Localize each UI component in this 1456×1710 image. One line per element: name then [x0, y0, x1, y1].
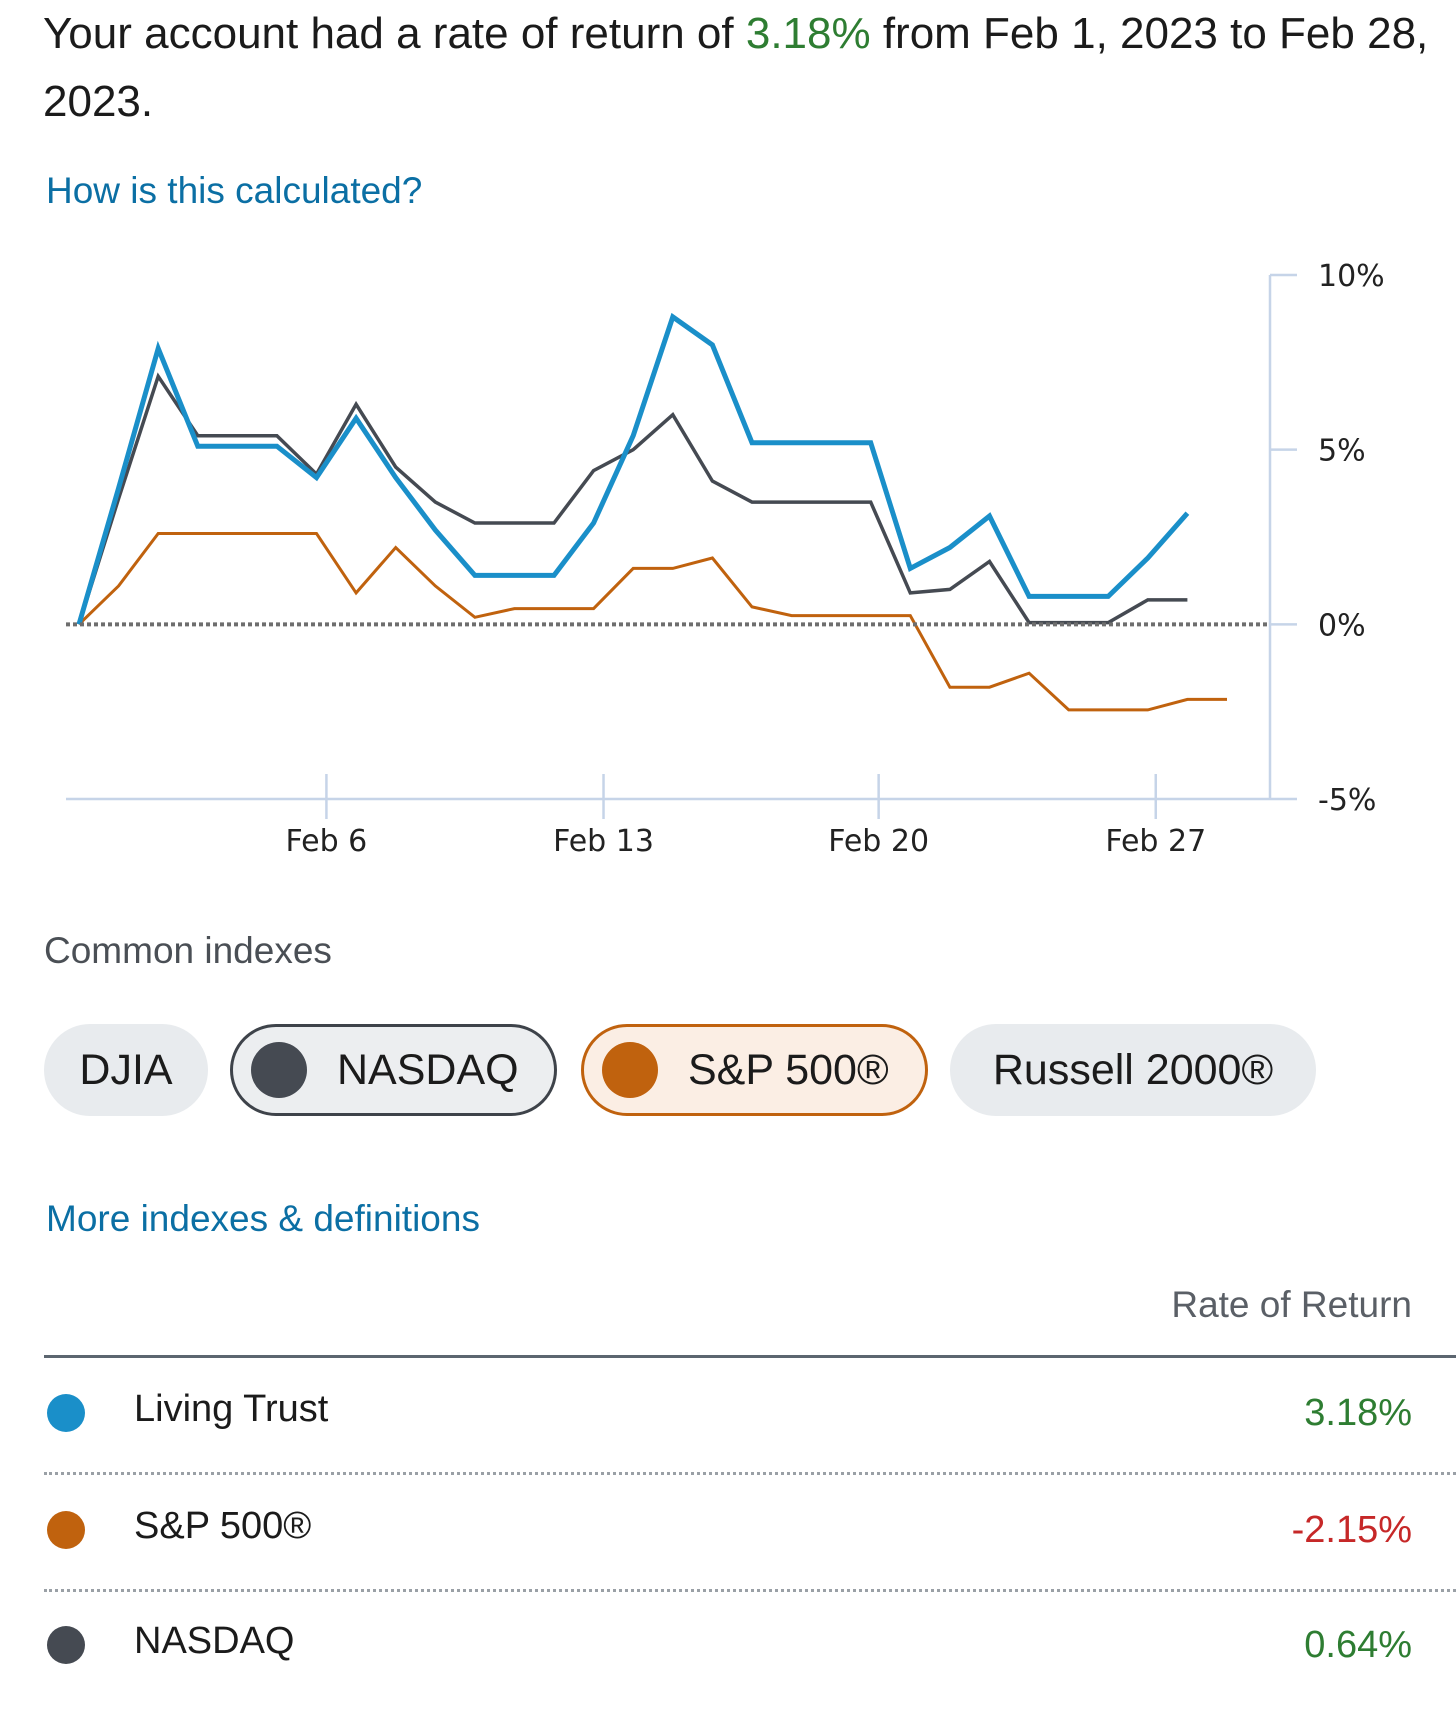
row-value: 0.64% — [1304, 1624, 1412, 1666]
summary-rate: 3.18% — [745, 9, 871, 58]
russell-2000-toggle[interactable]: Russell 2000® — [950, 1024, 1316, 1116]
how-calculated-link[interactable]: How is this calculated? — [46, 170, 423, 211]
djia-toggle[interactable]: DJIA — [44, 1024, 208, 1116]
table-row: Living Trust 3.18% — [44, 1378, 1412, 1478]
row-name: S&P 500® — [134, 1505, 312, 1547]
series-line — [77, 532, 1227, 712]
nasdaq-dot-icon — [251, 1042, 307, 1098]
x-tick-label: Feb 13 — [553, 824, 654, 859]
row-value: 3.18% — [1304, 1392, 1412, 1434]
nasdaq-toggle[interactable]: NASDAQ — [230, 1024, 557, 1116]
row-divider — [44, 1589, 1456, 1592]
y-tick-label: 5% — [1318, 434, 1366, 469]
y-tick-label: 10% — [1318, 259, 1385, 294]
row-divider — [44, 1472, 1456, 1475]
row-name: Living Trust — [134, 1388, 329, 1430]
russell-2000-label: Russell 2000® — [992, 1045, 1274, 1094]
return-summary: Your account had a rate of return of 3.1… — [43, 0, 1433, 136]
row-name: NASDAQ — [134, 1620, 295, 1662]
x-tick-label: Feb 20 — [828, 824, 929, 859]
sp500-dot-icon — [602, 1042, 658, 1098]
y-tick-label: 0% — [1318, 608, 1366, 643]
sp500-toggle[interactable]: S&P 500® — [581, 1024, 928, 1116]
table-row: NASDAQ 0.64% — [44, 1610, 1412, 1710]
sp500-label: S&P 500® — [688, 1045, 889, 1094]
djia-label: DJIA — [79, 1045, 173, 1094]
summary-suffix: from Feb 1, 2023 to Feb 28, 2023. — [43, 9, 1429, 126]
nasdaq-label: NASDAQ — [337, 1045, 519, 1094]
living-trust-dot-icon — [47, 1394, 85, 1432]
more-indexes-link[interactable]: More indexes & definitions — [46, 1198, 480, 1239]
series-line — [77, 372, 1188, 625]
summary-prefix: Your account had a rate of return of — [43, 9, 746, 58]
nasdaq-dot-icon — [47, 1626, 85, 1664]
sp500-dot-icon — [47, 1511, 85, 1549]
return-chart: 10% 5% 0% -5% Feb 6 Feb 13 Feb 20 Feb 27 — [66, 259, 1385, 859]
series-line — [76, 312, 1190, 625]
table-header-divider — [44, 1355, 1456, 1358]
table-row: S&P 500® -2.15% — [44, 1495, 1412, 1595]
common-indexes-title: Common indexes — [44, 930, 332, 971]
x-tick-label: Feb 6 — [286, 824, 368, 859]
y-tick-label: -5% — [1318, 783, 1376, 818]
row-value: -2.15% — [1291, 1509, 1412, 1551]
rate-of-return-header: Rate of Return — [1171, 1284, 1412, 1325]
x-tick-label: Feb 27 — [1105, 824, 1206, 859]
